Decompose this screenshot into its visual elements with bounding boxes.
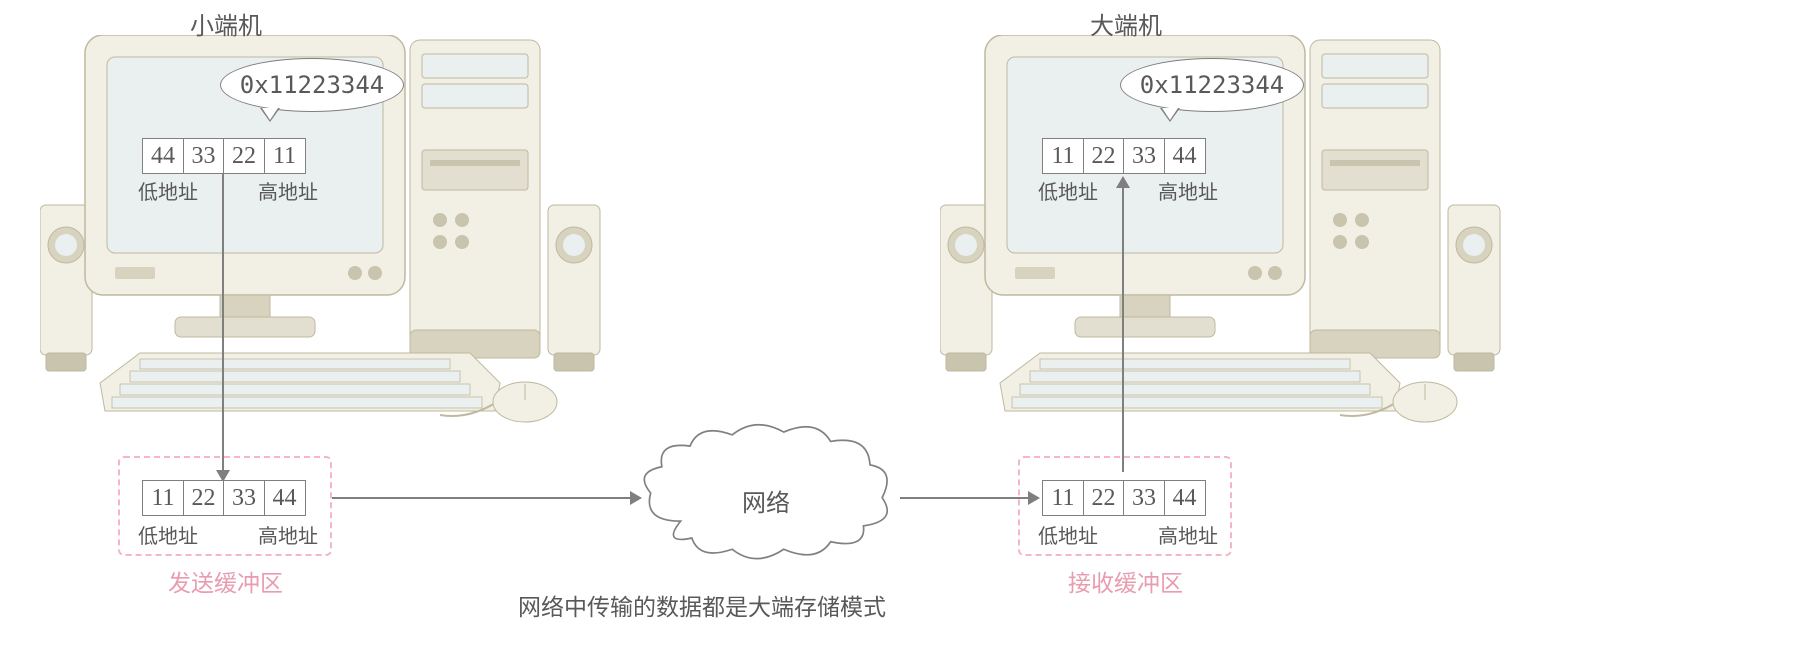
left-high-addr: 高地址 — [258, 176, 318, 205]
right-buf-high-addr: 高地址 — [1158, 520, 1218, 549]
byte-cell: 33 — [1123, 138, 1165, 174]
right-buf-low-addr: 低地址 — [1038, 520, 1098, 549]
diagram-canvas: 小端机 0x11223344 44 33 22 11 低地址 高地址 11 22… — [0, 0, 1800, 650]
byte-cell: 22 — [1083, 138, 1125, 174]
byte-cell: 11 — [1042, 480, 1084, 516]
cloud-label: 网络 — [742, 483, 790, 518]
left-buf-bytes: 11 22 33 44 — [142, 480, 306, 516]
left-title: 小端机 — [190, 6, 262, 41]
byte-cell: 11 — [142, 480, 184, 516]
right-buf-label: 接收缓冲区 — [1068, 564, 1183, 598]
right-arrowhead-up — [1116, 176, 1130, 188]
byte-cell: 44 — [142, 138, 184, 174]
byte-cell: 22 — [183, 480, 225, 516]
left-buf-high-addr: 高地址 — [258, 520, 318, 549]
byte-cell: 22 — [1083, 480, 1125, 516]
left-hex-bubble: 0x11223344 — [220, 58, 404, 112]
byte-cell: 44 — [264, 480, 306, 516]
right-arrow-up — [1122, 186, 1124, 472]
arrow-cloud-to-right — [900, 497, 1030, 499]
right-mem-bytes: 11 22 33 44 — [1042, 138, 1206, 174]
left-buf-label: 发送缓冲区 — [168, 564, 283, 598]
left-arrow-down — [222, 174, 224, 472]
byte-cell: 44 — [1164, 480, 1206, 516]
right-hex-bubble: 0x11223344 — [1120, 58, 1304, 112]
byte-cell: 33 — [1123, 480, 1165, 516]
right-hex-value: 0x11223344 — [1140, 71, 1285, 99]
byte-cell: 11 — [264, 138, 306, 174]
bottom-note: 网络中传输的数据都是大端存储模式 — [518, 588, 886, 622]
byte-cell: 33 — [183, 138, 225, 174]
byte-cell: 33 — [223, 480, 265, 516]
left-mem-bytes: 44 33 22 11 — [142, 138, 306, 174]
left-buf-low-addr: 低地址 — [138, 520, 198, 549]
left-low-addr: 低地址 — [138, 176, 198, 205]
right-title: 大端机 — [1090, 6, 1162, 41]
arrow-left-to-cloud — [332, 497, 632, 499]
byte-cell: 22 — [223, 138, 265, 174]
right-buf-bytes: 11 22 33 44 — [1042, 480, 1206, 516]
right-low-addr: 低地址 — [1038, 176, 1098, 205]
left-hex-value: 0x11223344 — [240, 71, 385, 99]
byte-cell: 11 — [1042, 138, 1084, 174]
byte-cell: 44 — [1164, 138, 1206, 174]
right-high-addr: 高地址 — [1158, 176, 1218, 205]
